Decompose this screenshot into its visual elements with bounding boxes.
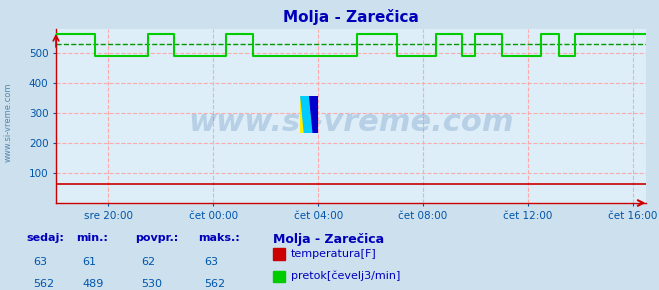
Text: 63: 63 — [204, 257, 218, 267]
Text: maks.:: maks.: — [198, 233, 239, 243]
Text: 562: 562 — [33, 279, 54, 289]
Text: 61: 61 — [82, 257, 96, 267]
Title: Molja - Zarečica: Molja - Zarečica — [283, 9, 419, 25]
Text: temperatura[F]: temperatura[F] — [291, 249, 376, 259]
Polygon shape — [301, 96, 312, 133]
Text: www.si-vreme.com: www.si-vreme.com — [3, 82, 13, 162]
Text: povpr.:: povpr.: — [135, 233, 179, 243]
Text: 530: 530 — [142, 279, 163, 289]
Text: 562: 562 — [204, 279, 225, 289]
Text: 489: 489 — [82, 279, 103, 289]
Text: pretok[čevelj3/min]: pretok[čevelj3/min] — [291, 271, 400, 281]
Text: www.si-vreme.com: www.si-vreme.com — [188, 108, 514, 137]
Polygon shape — [309, 96, 318, 133]
Text: sedaj:: sedaj: — [26, 233, 64, 243]
Text: 62: 62 — [142, 257, 156, 267]
Text: Molja - Zarečica: Molja - Zarečica — [273, 233, 385, 246]
Text: 63: 63 — [33, 257, 47, 267]
Polygon shape — [300, 96, 309, 133]
Text: min.:: min.: — [76, 233, 107, 243]
